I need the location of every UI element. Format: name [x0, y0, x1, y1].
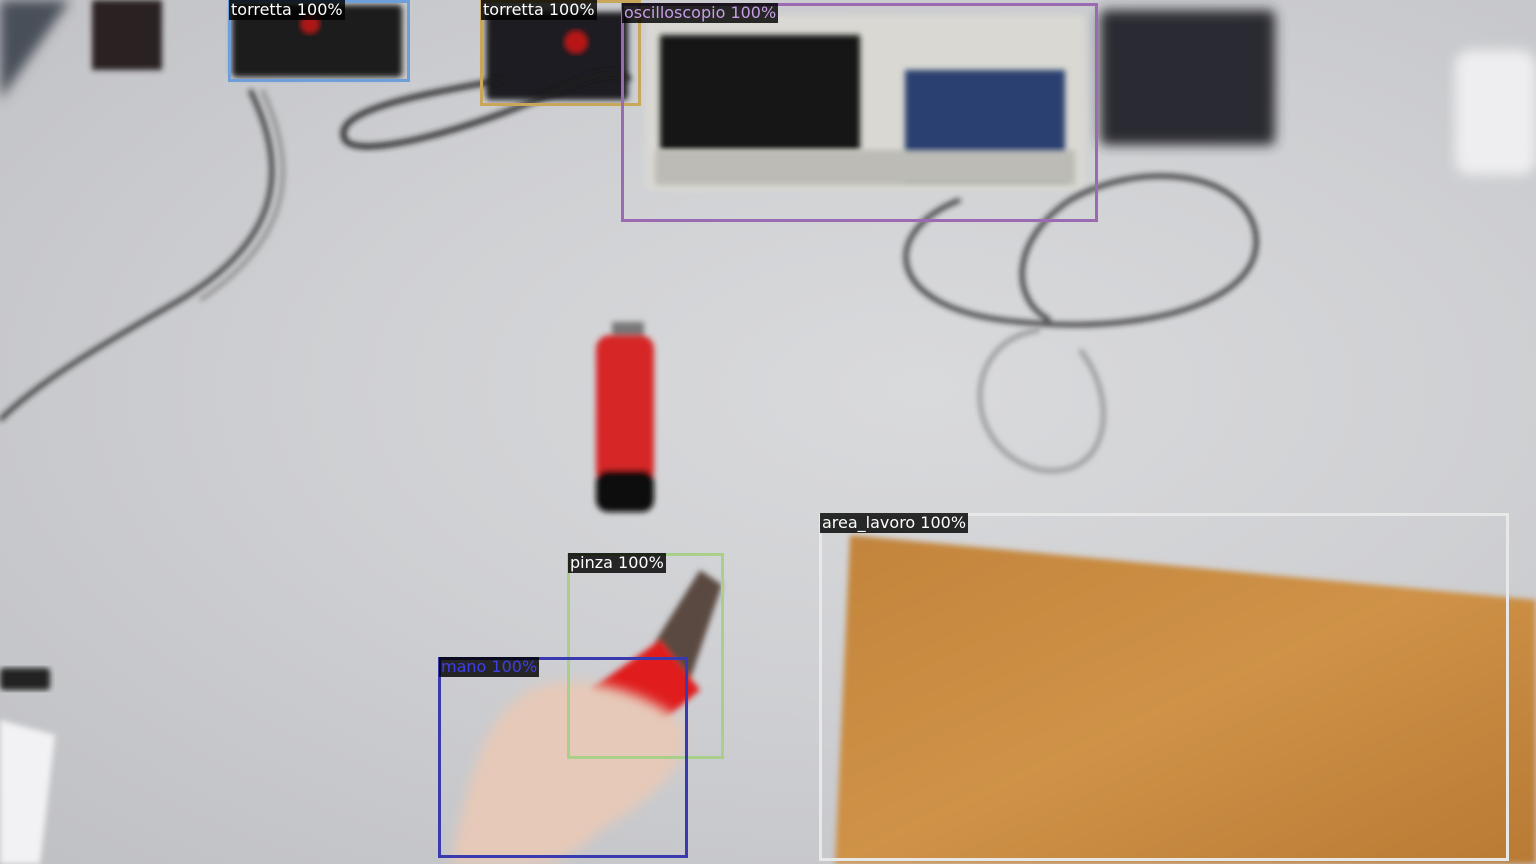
phone-object [92, 0, 162, 70]
small-dark-item [0, 668, 50, 690]
detection-box-pinza: pinza 100% [567, 553, 724, 759]
detection-box-mano: mano 100% [438, 657, 688, 858]
detection-label: torretta 100% [481, 0, 597, 20]
dark-device [1100, 10, 1275, 145]
detection-box-area-lavoro: area_lavoro 100% [819, 513, 1509, 861]
probe-cable-loop [904, 174, 1259, 327]
torretta-body-1 [232, 5, 402, 77]
table-edge-shadow [0, 0, 70, 100]
oscilloscope-bezel [655, 150, 1075, 185]
probe-cable-grey [978, 328, 1106, 473]
detection-box-torretta: torretta 100% [228, 0, 410, 82]
cable-left-grey [198, 89, 285, 302]
box-cutter [596, 322, 654, 512]
detection-label: mano 100% [439, 657, 540, 677]
paper-sheet [0, 720, 55, 864]
white-object [1455, 50, 1536, 175]
cable-left [0, 89, 274, 422]
oscilloscope-screen [660, 35, 860, 150]
detection-box-torretta: torretta 100% [480, 0, 641, 106]
detection-label: oscilloscopio 100% [622, 3, 779, 23]
hand-object [450, 681, 685, 864]
torretta-light-2 [564, 30, 588, 54]
detection-box-oscilloscopio: oscilloscopio 100% [621, 3, 1098, 222]
detection-label: pinza 100% [568, 553, 666, 573]
detection-label: torretta 100% [229, 0, 345, 20]
detection-label: area_lavoro 100% [820, 513, 969, 533]
wood-board [835, 535, 1536, 864]
cable-coil [340, 70, 632, 149]
